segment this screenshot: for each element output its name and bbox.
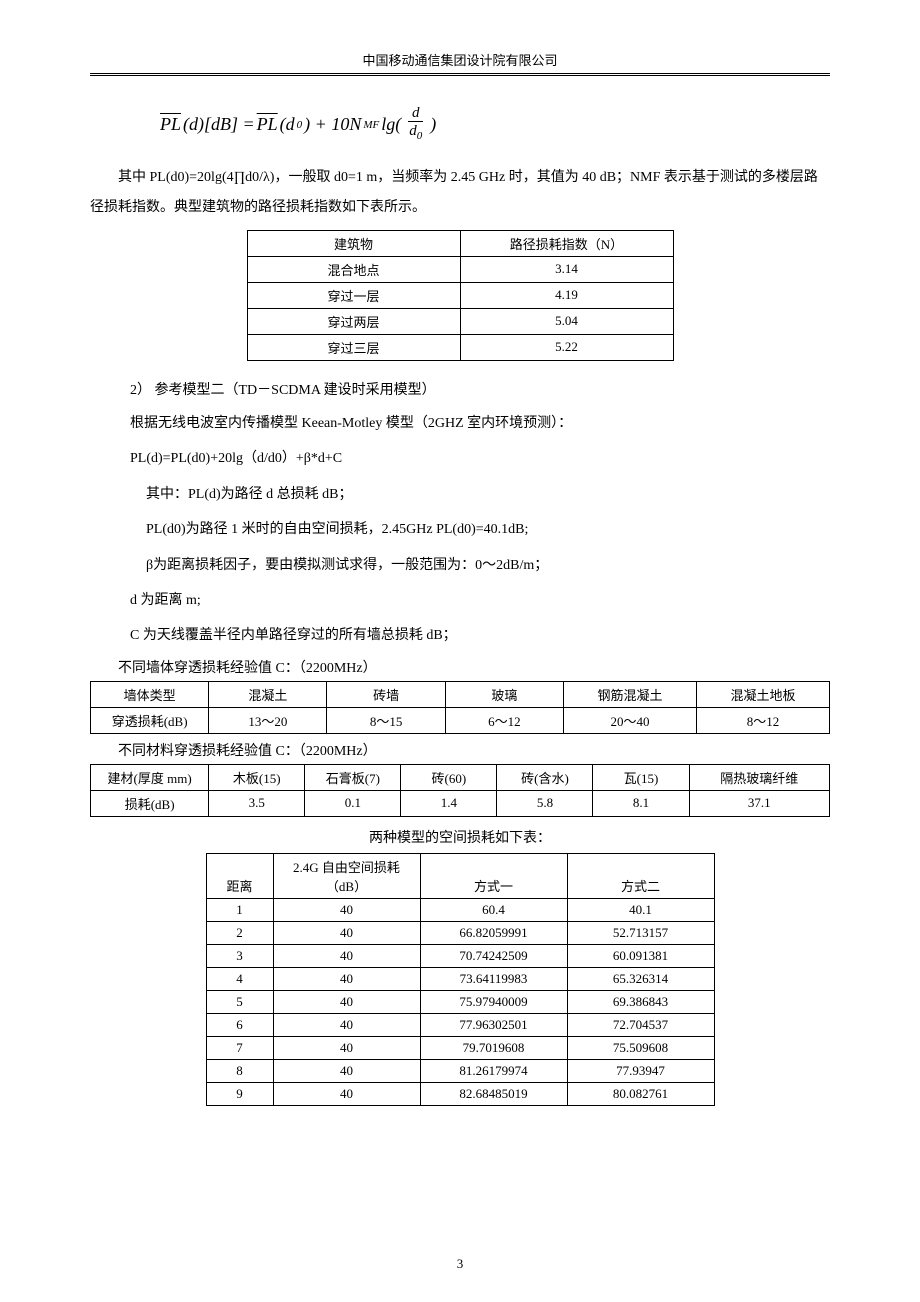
formula-pl: PL(d)[dB] = PL(d0) + 10NMF lg( d d0 ) — [160, 106, 830, 143]
t1-h0: 建筑物 — [247, 230, 460, 256]
para-2e: β为距离损耗因子，要由模拟测试求得，一般范围为：0～2dB/m； — [146, 551, 830, 580]
table-row: 34070.7424250960.091381 — [206, 944, 714, 967]
table-wall-loss: 墙体类型 混凝土 砖墙 玻璃 钢筋混凝土 混凝土地板 穿透损耗(dB) 13～2… — [90, 681, 830, 734]
table-row: 54075.9794000969.386843 — [206, 990, 714, 1013]
caption-loss: 两种模型的空间损耗如下表： — [90, 827, 830, 847]
table-row: 64077.9630250172.704537 — [206, 1013, 714, 1036]
table-material-loss: 建材(厚度 mm) 木板(15) 石膏板(7) 砖(60) 砖(含水) 瓦(15… — [90, 764, 830, 817]
paragraph-1: 其中 PL(d0)=20lg(4∏d0/λ)，一般取 d0=1 m，当频率为 2… — [90, 163, 830, 222]
header-rule-2 — [90, 75, 830, 76]
table-row: 74079.701960875.509608 — [206, 1036, 714, 1059]
page-number: 3 — [0, 1256, 920, 1272]
caption-material: 不同材料穿透损耗经验值 C：（2200MHz） — [90, 740, 830, 760]
header-rule-1 — [90, 73, 830, 74]
para-2b: PL(d)=PL(d0)+20lg（d/d0）+β*d+C — [130, 444, 830, 473]
table-row: 14060.440.1 — [206, 898, 714, 921]
para-2c: 其中：PL(d)为路径 d 总损耗 dB； — [146, 480, 830, 509]
para-2d: PL(d0)为路径 1 米时的自由空间损耗，2.45GHz PL(d0)=40.… — [146, 515, 830, 544]
table-row: 24066.8205999152.713157 — [206, 921, 714, 944]
table-space-loss: 距离 2.4G 自由空间损耗（dB） 方式一 方式二 14060.440.1 2… — [206, 853, 715, 1106]
table-row: 44073.6411998365.326314 — [206, 967, 714, 990]
para-2g: C 为天线覆盖半径内单路径穿过的所有墙总损耗 dB； — [130, 621, 830, 650]
table-row: 84081.2617997477.93947 — [206, 1059, 714, 1082]
section-2-heading: 2） 参考模型二（TD－SCDMA 建设时采用模型） — [130, 379, 830, 399]
table-row: 94082.6848501980.082761 — [206, 1082, 714, 1105]
t1-h1: 路径损耗指数（N） — [460, 230, 673, 256]
page-header: 中国移动通信集团设计院有限公司 — [90, 50, 830, 73]
table-building-loss: 建筑物 路径损耗指数（N） 混合地点3.14 穿过一层4.19 穿过两层5.04… — [247, 230, 674, 361]
para-2a: 根据无线电波室内传播模型 Keean-Motley 模型（2GHZ 室内环境预测… — [130, 409, 830, 438]
para-2f: d 为距离 m; — [130, 586, 830, 615]
caption-wall: 不同墙体穿透损耗经验值 C：（2200MHz） — [90, 657, 830, 677]
